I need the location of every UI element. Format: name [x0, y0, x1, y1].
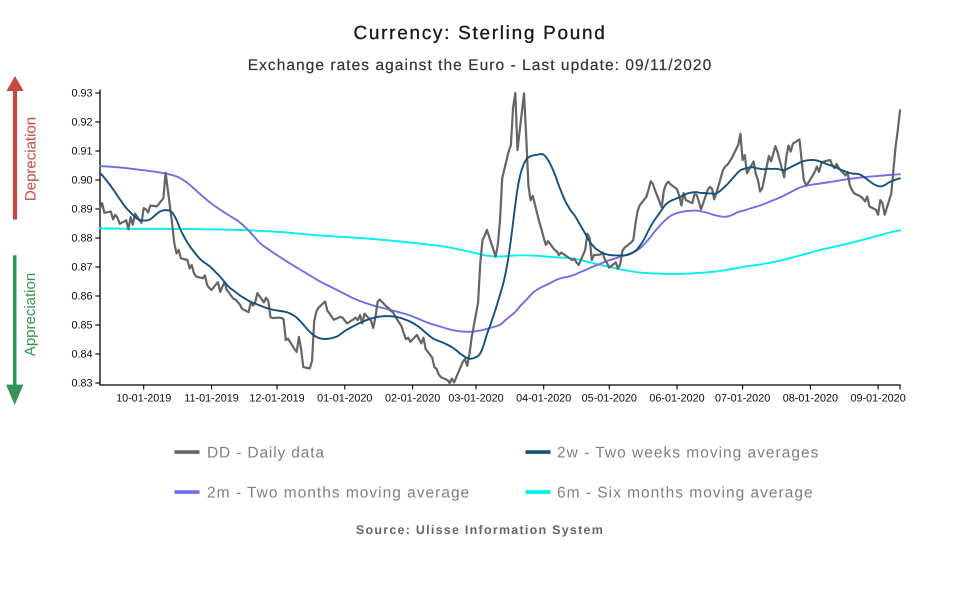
svg-text:Exchange rates against the Eur: Exchange rates against the Euro - Last u… — [248, 57, 713, 74]
svg-text:0.90: 0.90 — [71, 175, 92, 187]
svg-text:04-01-2020: 04-01-2020 — [516, 393, 571, 405]
svg-text:0.88: 0.88 — [71, 233, 92, 245]
svg-text:0.89: 0.89 — [71, 204, 92, 216]
svg-text:10-01-2019: 10-01-2019 — [116, 393, 171, 405]
svg-text:Appreciation: Appreciation — [22, 273, 39, 356]
svg-text:Source: Ulisse Information Sys: Source: Ulisse Information System — [356, 523, 604, 537]
svg-text:6m - Six months moving average: 6m - Six months moving average — [557, 484, 814, 501]
svg-text:0.87: 0.87 — [71, 262, 92, 274]
svg-text:0.91: 0.91 — [71, 146, 92, 158]
svg-text:2m - Two months moving average: 2m - Two months moving average — [207, 484, 470, 501]
svg-text:0.85: 0.85 — [71, 320, 92, 332]
svg-text:08-01-2020: 08-01-2020 — [783, 393, 838, 405]
svg-text:07-01-2020: 07-01-2020 — [715, 393, 770, 405]
svg-text:06-01-2020: 06-01-2020 — [649, 393, 704, 405]
svg-text:DD - Daily data: DD - Daily data — [207, 444, 325, 461]
svg-text:Currency: Sterling Pound: Currency: Sterling Pound — [353, 23, 606, 44]
svg-text:0.93: 0.93 — [71, 88, 92, 100]
svg-text:2w - Two weeks moving averages: 2w - Two weeks moving averages — [557, 444, 819, 461]
svg-text:02-01-2020: 02-01-2020 — [385, 393, 440, 405]
svg-text:09-01-2020: 09-01-2020 — [850, 393, 905, 405]
svg-text:05-01-2020: 05-01-2020 — [582, 393, 637, 405]
svg-text:11-01-2019: 11-01-2019 — [184, 393, 238, 405]
svg-text:12-01-2019: 12-01-2019 — [249, 393, 304, 405]
svg-text:0.84: 0.84 — [71, 349, 92, 361]
svg-text:Depreciation: Depreciation — [23, 117, 40, 201]
svg-text:0.92: 0.92 — [71, 117, 92, 129]
svg-text:01-01-2020: 01-01-2020 — [317, 393, 372, 405]
svg-text:03-01-2020: 03-01-2020 — [448, 393, 503, 405]
svg-text:0.86: 0.86 — [71, 291, 92, 303]
svg-text:0.83: 0.83 — [71, 378, 92, 390]
